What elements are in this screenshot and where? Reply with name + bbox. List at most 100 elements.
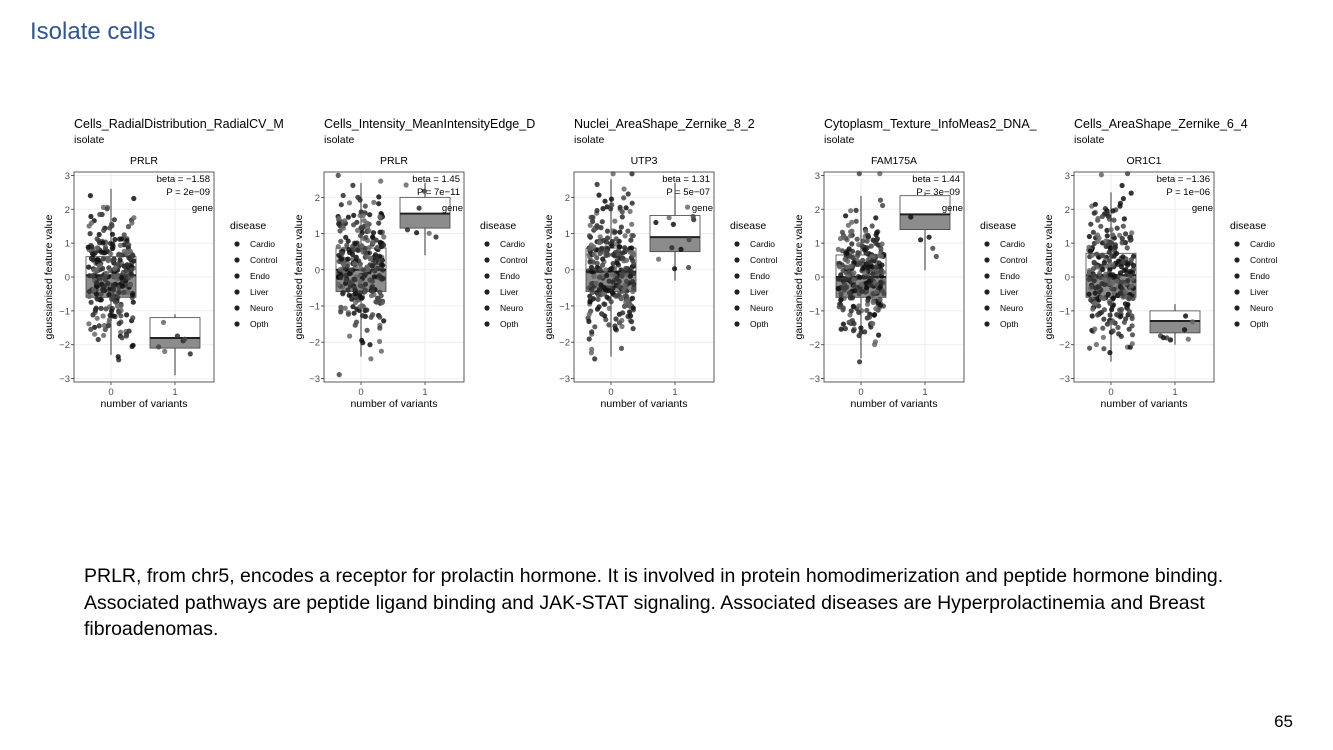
data-point bbox=[345, 238, 351, 244]
y-tick-label: −1 bbox=[309, 301, 320, 312]
data-point bbox=[88, 213, 94, 220]
data-point bbox=[1091, 278, 1097, 284]
data-point bbox=[1091, 210, 1097, 216]
data-point bbox=[686, 264, 692, 271]
data-point bbox=[121, 289, 127, 295]
x-tick-label: 1 bbox=[672, 387, 677, 398]
data-point bbox=[369, 239, 376, 245]
data-point bbox=[1119, 182, 1125, 189]
data-point bbox=[1086, 233, 1092, 240]
data-point bbox=[94, 280, 100, 286]
data-point bbox=[609, 238, 615, 245]
data-point bbox=[593, 267, 599, 273]
data-point bbox=[116, 321, 122, 327]
data-point bbox=[104, 206, 110, 212]
data-point bbox=[597, 286, 603, 292]
data-point bbox=[856, 303, 862, 309]
data-point bbox=[110, 294, 116, 300]
data-point bbox=[377, 229, 383, 235]
data-point bbox=[90, 252, 96, 258]
data-point bbox=[110, 313, 116, 319]
data-point bbox=[586, 311, 592, 317]
data-point bbox=[600, 256, 606, 262]
data-point bbox=[619, 214, 625, 220]
data-point bbox=[1108, 272, 1114, 278]
data-point bbox=[100, 288, 106, 294]
data-point bbox=[364, 327, 370, 333]
data-point bbox=[112, 236, 118, 243]
legend-entry: Neuro bbox=[250, 303, 273, 313]
data-point bbox=[1189, 319, 1196, 325]
data-point bbox=[367, 277, 373, 283]
data-point bbox=[630, 305, 636, 311]
data-point bbox=[126, 255, 132, 261]
data-point bbox=[105, 280, 111, 286]
data-point bbox=[599, 219, 605, 225]
data-point bbox=[835, 246, 841, 252]
legend-marker bbox=[484, 257, 490, 263]
data-point bbox=[372, 267, 378, 273]
data-point bbox=[880, 202, 886, 209]
data-point bbox=[608, 196, 615, 202]
data-point bbox=[94, 315, 100, 321]
data-point bbox=[88, 220, 94, 226]
data-point bbox=[1127, 269, 1133, 275]
x-tick-label: 0 bbox=[108, 387, 113, 398]
y-tick-label: −1 bbox=[1059, 306, 1070, 317]
beta-label: beta = 1.45 bbox=[412, 174, 460, 185]
box-lower bbox=[899, 213, 951, 230]
data-point bbox=[1088, 297, 1094, 303]
data-point bbox=[861, 247, 868, 253]
facet-label: UTP3 bbox=[631, 155, 658, 167]
data-point bbox=[120, 283, 126, 289]
data-point bbox=[1106, 216, 1113, 222]
data-point bbox=[612, 218, 618, 224]
data-point bbox=[1098, 295, 1105, 301]
data-point bbox=[362, 250, 368, 256]
legend-title: disease bbox=[480, 220, 516, 232]
box-lower bbox=[399, 213, 451, 229]
data-point bbox=[608, 206, 614, 212]
plot-subtitle: isolate bbox=[574, 134, 605, 146]
data-point bbox=[1090, 306, 1096, 312]
data-point bbox=[111, 273, 117, 279]
data-point bbox=[94, 236, 100, 242]
plot-panel: Cytoplasm_Texture_InfoMeas2_DNA_ isolate… bbox=[793, 112, 1044, 422]
data-point bbox=[623, 205, 629, 211]
data-point bbox=[610, 252, 616, 258]
data-point bbox=[849, 241, 855, 247]
data-point bbox=[416, 205, 422, 211]
data-point bbox=[364, 307, 370, 313]
legend-entry: Opth bbox=[250, 319, 269, 329]
data-point bbox=[597, 234, 603, 240]
legend-entry: Control bbox=[500, 255, 528, 265]
data-point bbox=[377, 214, 383, 220]
data-point bbox=[119, 236, 125, 242]
data-point bbox=[92, 307, 98, 313]
data-point bbox=[860, 238, 866, 244]
data-point bbox=[604, 272, 610, 278]
plot-panel: Cells_AreaShape_Zernike_6_4 isolate OR1C… bbox=[1043, 112, 1294, 422]
legend-marker bbox=[1234, 241, 1240, 247]
data-point bbox=[376, 194, 382, 200]
legend-title: disease bbox=[980, 220, 1016, 232]
data-point bbox=[586, 318, 592, 324]
data-point bbox=[842, 256, 848, 262]
data-point bbox=[873, 289, 880, 295]
data-point bbox=[357, 261, 363, 267]
data-point bbox=[1089, 313, 1095, 319]
data-point bbox=[1105, 291, 1111, 297]
data-point bbox=[1125, 262, 1131, 268]
data-point bbox=[360, 340, 366, 346]
data-point bbox=[342, 305, 348, 311]
data-point bbox=[625, 191, 631, 197]
gene-description: PRLR, from chr5, encodes a receptor for … bbox=[84, 565, 1224, 640]
data-point bbox=[98, 305, 104, 311]
data-point bbox=[342, 218, 348, 224]
legend-marker bbox=[1234, 305, 1240, 311]
data-point bbox=[85, 244, 91, 250]
y-tick-label: 3 bbox=[815, 171, 820, 182]
data-point bbox=[95, 336, 101, 343]
data-point bbox=[1109, 307, 1115, 313]
